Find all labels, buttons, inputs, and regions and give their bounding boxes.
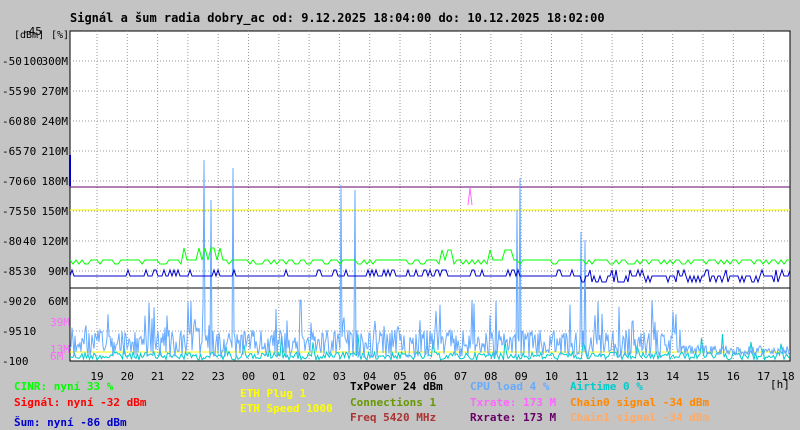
percent-unit-label: [%] (51, 30, 70, 41)
rate-marker-label: 6M (50, 350, 64, 363)
legend-signal: Signál: nyní -32 dBm (14, 396, 147, 409)
legend-chain0: Chain0 signal -34 dBm (570, 396, 710, 409)
y-tick-dbm: -80 (2, 235, 22, 248)
legend-txpower: TxPower 24 dBm (350, 380, 443, 393)
noise-series (69, 268, 791, 284)
y-tick-rate: 300M (42, 55, 69, 68)
y-tick-rate: 60M (48, 295, 68, 308)
legend-freq: Freq 5420 MHz (350, 411, 437, 424)
y-tick-percent: 40 (23, 235, 36, 248)
y-tick-rate: 120M (42, 235, 69, 248)
y-tick-dbm: -65 (2, 145, 22, 158)
x-tick-label: 18 (781, 370, 794, 383)
y-tick-percent: 70 (23, 145, 36, 158)
x-tick-label: 07 (454, 370, 467, 383)
x-tick-label: 19 (90, 370, 103, 383)
x-tick-label: 13 (636, 370, 649, 383)
legend-connections: Connections 1 (350, 396, 437, 409)
x-tick-label: 02 (302, 370, 315, 383)
y-tick-dbm: -90 (2, 295, 22, 308)
x-tick-label: 21 (151, 370, 164, 383)
x-tick-label: 03 (333, 370, 346, 383)
legend-txrate: Txrate: 173 M (470, 396, 557, 409)
airtime-series (69, 334, 791, 362)
x-tick-label: 14 (666, 370, 680, 383)
x-tick-label: 06 (424, 370, 437, 383)
legend-chain1: Chain1 signal -34 dBm (570, 411, 710, 424)
x-tick-label: 00 (242, 370, 255, 383)
legend-airtime: Airtime 0 % (570, 380, 643, 393)
x-tick-label: 04 (363, 370, 377, 383)
y-tick-rate: 180M (42, 175, 69, 188)
chart-title: Signál a šum radia dobry_ac od: 9.12.202… (70, 11, 605, 25)
legend-rxrate: Rxrate: 173 M (470, 411, 557, 424)
y-tick-dbm: -85 (2, 265, 22, 278)
x-tick-label: 09 (515, 370, 528, 383)
x-tick-label: 10 (545, 370, 558, 383)
legend-eth-plug: ETH Plug 1 (240, 387, 307, 400)
y-tick-rate: 150M (42, 205, 69, 218)
x-tick-label: 01 (272, 370, 285, 383)
x-tick-label: 12 (605, 370, 618, 383)
dbm-unit-label: [dBm] (14, 30, 45, 41)
rate-marker-label: 39M (50, 316, 70, 329)
y-tick-percent: 30 (23, 265, 36, 278)
y-tick-percent: 90 (23, 85, 36, 98)
txrate-spike (467, 187, 473, 206)
y-tick-rate: 210M (42, 145, 69, 158)
y-tick-dbm: -70 (2, 175, 22, 188)
y-tick-dbm: -95 (2, 325, 22, 338)
cpu-load-series (69, 159, 791, 359)
cinr-series (69, 247, 790, 266)
y-tick-percent: 10 (23, 325, 36, 338)
y-tick-dbm: -60 (2, 115, 22, 128)
y-tick-dbm: -45 (22, 25, 42, 38)
x-tick-label: 05 (393, 370, 406, 383)
y-tick-rate: 240M (42, 115, 69, 128)
legend-eth-speed: ETH Speed 1000 (240, 402, 333, 415)
y-tick-dbm: -50 (2, 55, 22, 68)
x-tick-label: 22 (181, 370, 194, 383)
y-tick-dbm: -75 (2, 205, 22, 218)
y-tick-percent: 20 (23, 295, 36, 308)
x-axis-unit-label: [h] (770, 378, 790, 391)
legend-cinr: CINR: nyní 33 % (14, 380, 114, 393)
y-tick-percent: 100 (23, 55, 43, 68)
x-tick-label: 16 (727, 370, 740, 383)
y-tick-percent: 50 (23, 205, 36, 218)
y-tick-rate: 270M (42, 85, 69, 98)
x-tick-label: 08 (484, 370, 497, 383)
legend-cpu-load: CPU load 4 % (470, 380, 550, 393)
y-tick-percent: 60 (23, 175, 36, 188)
legend-noise: Šum: nyní -86 dBm (14, 416, 127, 429)
y-tick-rate: 90M (48, 265, 68, 278)
x-tick-label: 20 (121, 370, 134, 383)
x-tick-label: 11 (575, 370, 588, 383)
x-tick-label: 23 (212, 370, 225, 383)
y-tick-percent: 80 (23, 115, 36, 128)
x-tick-label: 15 (696, 370, 709, 383)
x-tick-label: 17 (757, 370, 770, 383)
rate-marker-label: 13M (50, 343, 70, 356)
y-tick-dbm: -55 (2, 85, 22, 98)
y-tick-dbm: -100 (2, 355, 29, 368)
